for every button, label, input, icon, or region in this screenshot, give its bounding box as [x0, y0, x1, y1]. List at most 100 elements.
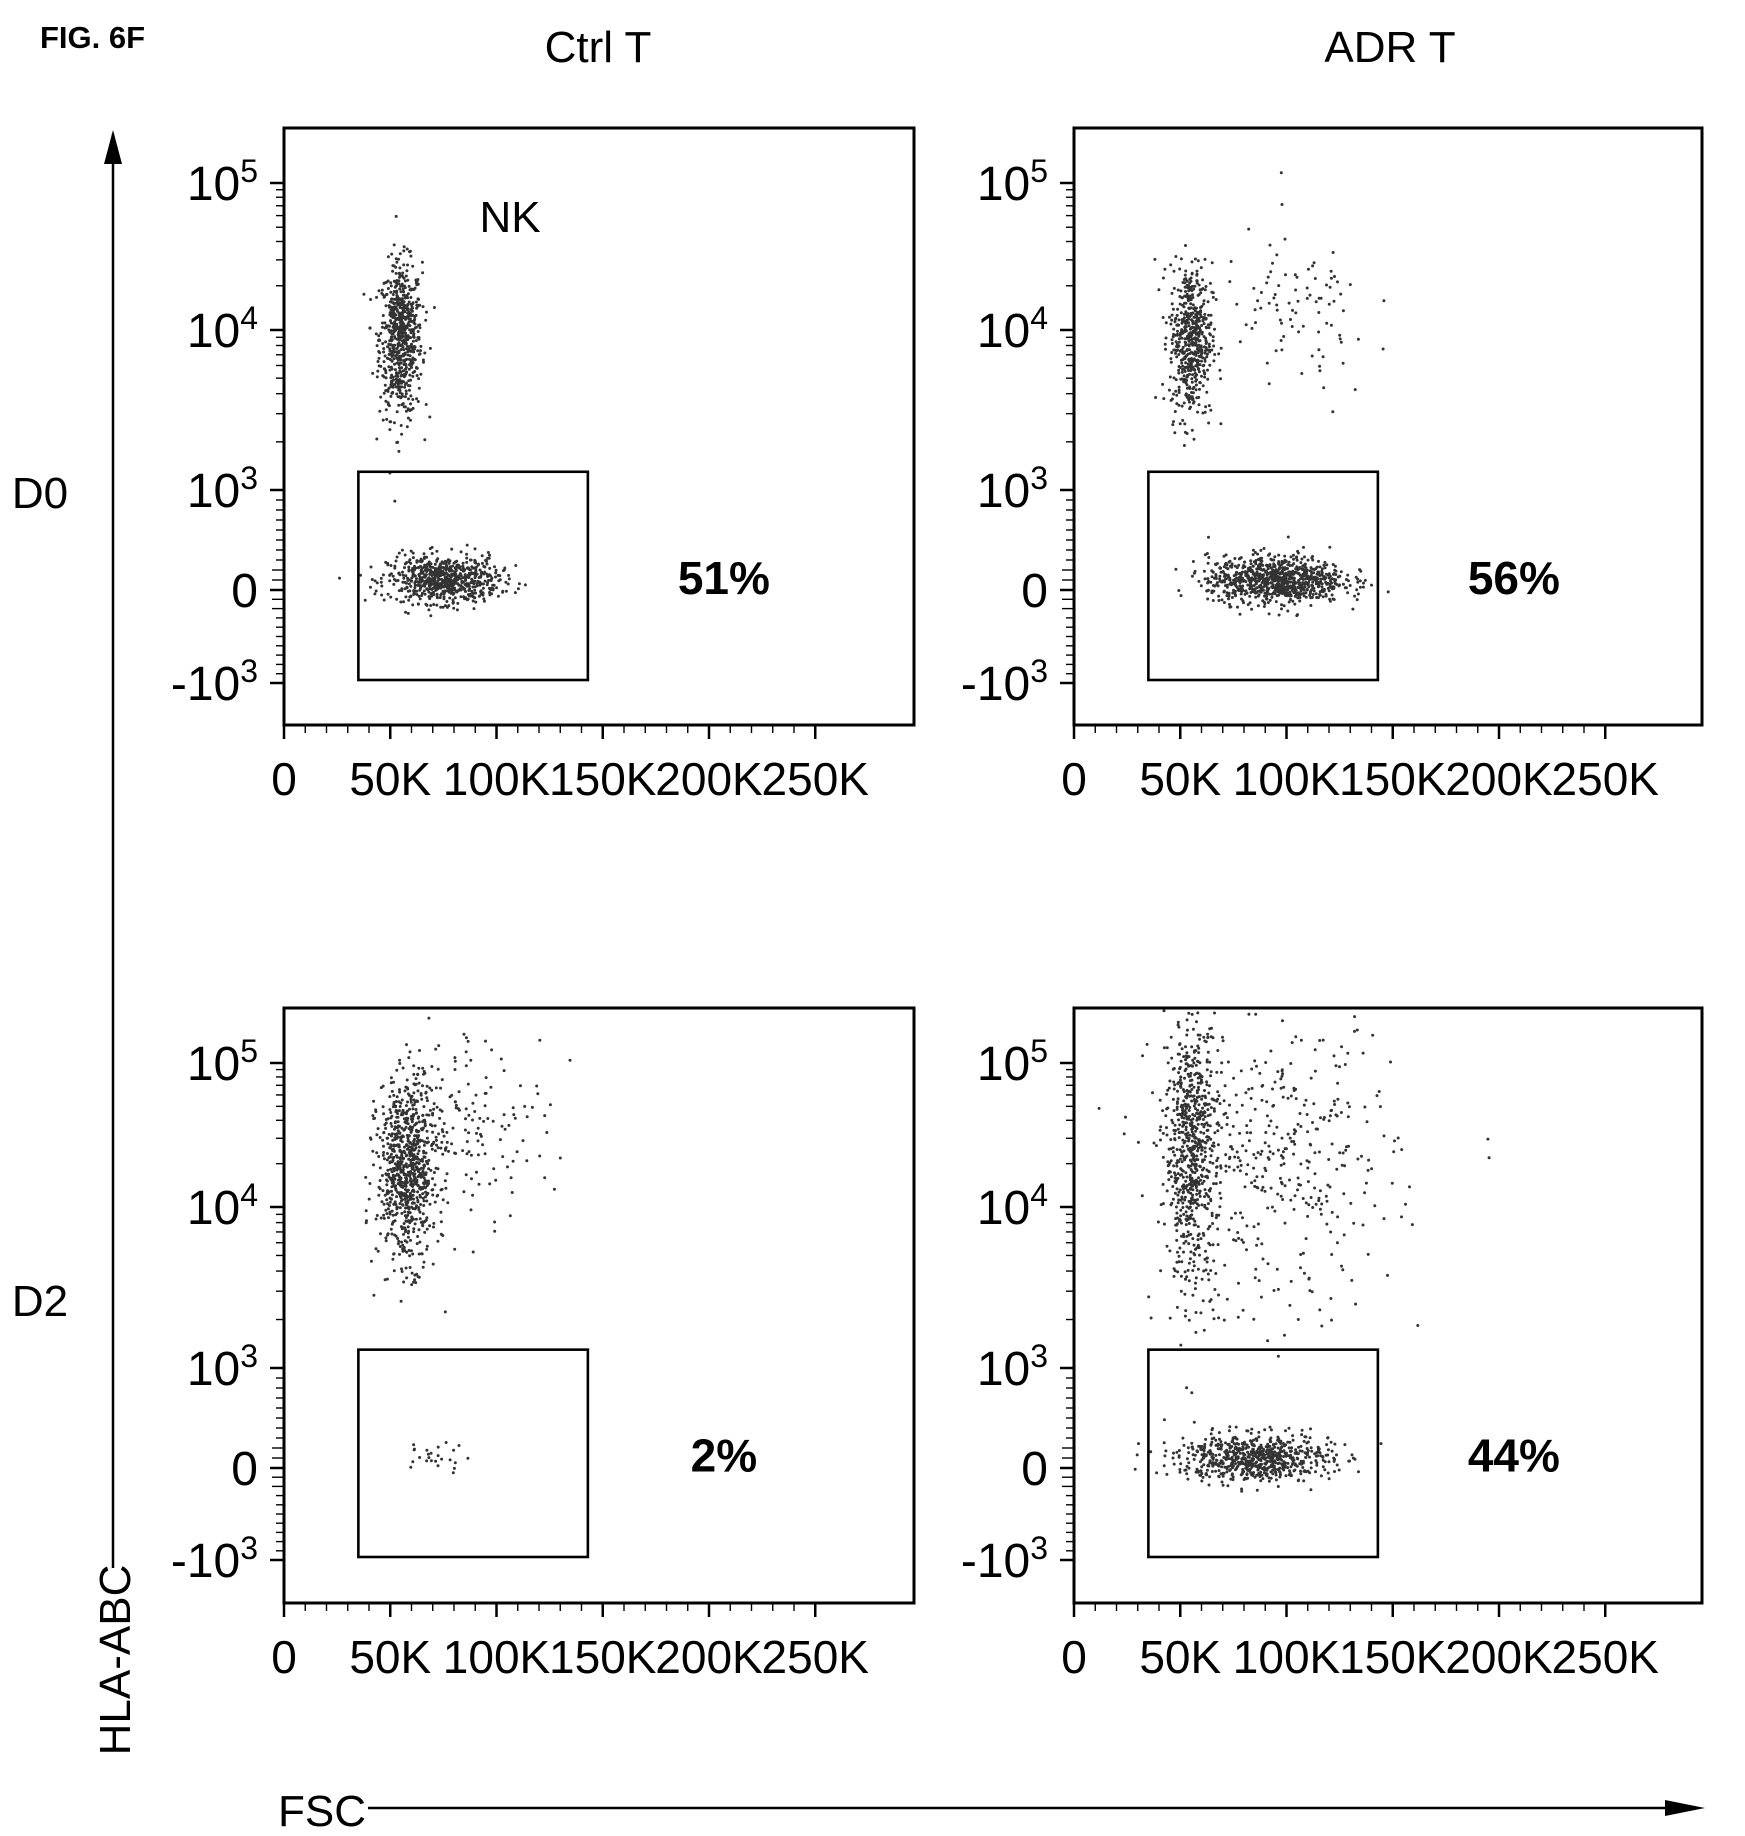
event-dot [1280, 203, 1284, 206]
event-dot [455, 608, 459, 612]
event-dot [392, 582, 396, 586]
event-dot [405, 1181, 409, 1184]
event-dot [439, 1146, 443, 1150]
event-dot [1180, 1150, 1184, 1154]
event-dot [1182, 1157, 1186, 1161]
x-tick-label: 150K [1339, 753, 1447, 805]
event-dot [1181, 345, 1185, 349]
event-dot [444, 568, 448, 572]
event-dot [415, 1196, 419, 1200]
event-dot [451, 601, 455, 604]
event-dot [433, 570, 437, 574]
event-dot [487, 573, 491, 577]
event-dot [417, 1228, 421, 1232]
event-dot [1264, 597, 1268, 601]
event-dot [423, 438, 427, 442]
event-dot [1328, 599, 1332, 603]
event-dot [1353, 388, 1357, 392]
event-dot [412, 1064, 416, 1068]
event-dot [426, 1162, 430, 1166]
event-dot [493, 1229, 497, 1233]
event-dot [1329, 579, 1332, 583]
event-dot [404, 1266, 408, 1270]
event-dot [406, 1235, 410, 1239]
event-dot [1192, 357, 1196, 361]
event-dot [1307, 1203, 1311, 1207]
event-dot [1309, 590, 1312, 594]
event-dot [410, 1094, 414, 1098]
event-dot [1177, 340, 1181, 344]
event-dot [1172, 1267, 1176, 1271]
event-dot [392, 350, 396, 354]
event-dot [1259, 563, 1263, 567]
event-dot [429, 569, 433, 573]
event-dot [387, 1175, 391, 1179]
event-dot [1382, 299, 1386, 303]
event-dot [1193, 1219, 1197, 1223]
event-dot [1228, 605, 1232, 609]
event-dot [414, 1165, 418, 1169]
event-dot [474, 600, 478, 604]
event-dot [406, 611, 410, 615]
event-dot [434, 1459, 438, 1463]
event-dot [1168, 375, 1172, 379]
event-dot [1192, 1133, 1196, 1137]
event-dot [1168, 1079, 1172, 1083]
event-dot [1289, 555, 1293, 559]
event-dot [408, 1107, 411, 1111]
event-dot [394, 313, 398, 317]
event-dot [1182, 1055, 1186, 1059]
event-dot [391, 378, 395, 382]
event-dot [510, 1191, 514, 1194]
event-dot [392, 1202, 396, 1206]
event-dot [1190, 391, 1193, 394]
event-dot [377, 356, 381, 360]
x-tick-label: 250K [762, 753, 870, 805]
event-dot [1310, 354, 1314, 358]
event-dot [1320, 585, 1324, 589]
event-dot [465, 552, 469, 556]
event-dot [418, 1049, 421, 1052]
event-dot [417, 1081, 421, 1085]
event-dot [1171, 1146, 1175, 1150]
event-dot [429, 614, 433, 618]
event-dot [517, 582, 521, 586]
event-dot [1195, 1118, 1199, 1122]
event-dot [439, 1210, 443, 1214]
event-dot [421, 1126, 425, 1130]
event-dot [1295, 555, 1299, 559]
event-dot [372, 1293, 376, 1297]
event-dot [1270, 592, 1274, 596]
event-dot [1220, 598, 1224, 602]
event-dot [1191, 1152, 1195, 1156]
event-dot [1162, 1046, 1166, 1050]
event-dot [1344, 586, 1348, 590]
event-dot [403, 1249, 407, 1253]
event-dot [401, 331, 405, 335]
event-dot [435, 592, 439, 596]
y-tick-label: 104 [187, 300, 258, 358]
event-dots [1153, 171, 1390, 618]
event-dot [454, 566, 458, 570]
event-dot [1179, 1289, 1183, 1293]
event-dot [1198, 330, 1202, 334]
event-dot [390, 380, 394, 384]
event-dot [389, 319, 392, 323]
event-dot [422, 1151, 426, 1155]
event-dot [415, 1099, 419, 1103]
event-dot [423, 1071, 427, 1075]
event-dot [382, 1213, 386, 1217]
event-dot [485, 583, 489, 587]
event-dot [1219, 422, 1223, 426]
event-dot [406, 278, 410, 282]
event-dot [401, 1243, 405, 1247]
event-dot [396, 1242, 400, 1246]
event-dot [1199, 349, 1203, 353]
event-dot [414, 1143, 418, 1147]
event-dot [1182, 1250, 1185, 1254]
event-dot [1205, 1129, 1209, 1132]
event-dot [1259, 573, 1263, 577]
event-dot [393, 368, 397, 372]
event-dot [432, 1107, 436, 1111]
